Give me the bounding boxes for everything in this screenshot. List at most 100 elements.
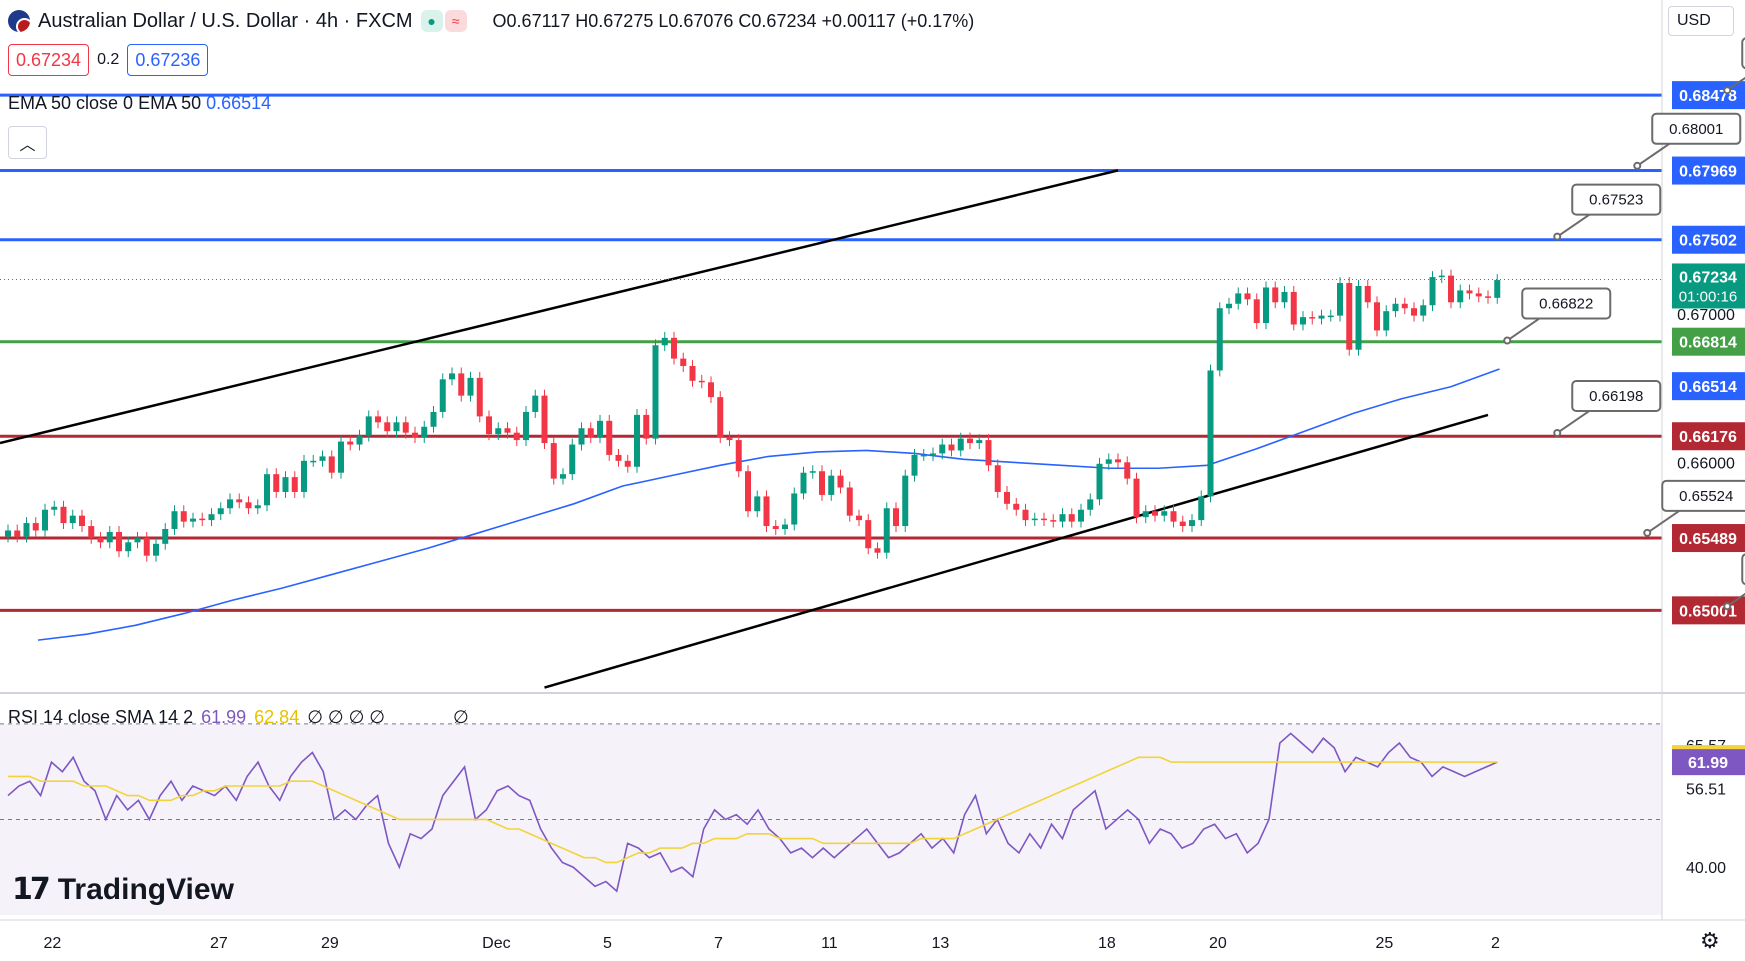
ohlc-readout: O0.67117 H0.67275 L0.67076 C0.67234 +0.0… [492, 10, 975, 31]
callout-anchor [1553, 232, 1562, 241]
candle-body [476, 377, 483, 417]
candle-body [1078, 509, 1084, 522]
candle-body [79, 515, 85, 527]
candle-body [1068, 514, 1075, 522]
candle-body [1327, 315, 1334, 318]
candle-body [236, 499, 243, 503]
candle-body [809, 471, 816, 473]
candle-body [495, 428, 502, 435]
candle-body [837, 475, 844, 488]
candle-body [449, 373, 455, 380]
buy-button[interactable]: 0.67236 [127, 44, 209, 76]
candle-body [1133, 478, 1140, 518]
tradingview-logo[interactable]: 𝟭𝟳 TradingView [12, 872, 234, 907]
candle-body [523, 411, 529, 441]
candle-body [180, 511, 187, 522]
rsi-legend[interactable]: RSI 14 close SMA 14 2 61.99 62.84 ∅ ∅ ∅ … [8, 707, 469, 728]
aud-usd-flag-icon [8, 10, 30, 32]
candle-body [1022, 509, 1029, 521]
level-tag-label: 0.66814 [1679, 335, 1737, 352]
candle-body [1383, 311, 1390, 331]
candle-body [328, 456, 335, 473]
candle-body [291, 477, 298, 492]
settings-gear-icon[interactable]: ⚙ [1700, 928, 1720, 953]
time-tick-label: 2 [1491, 935, 1500, 952]
candle-body [301, 460, 307, 492]
trade-buttons: 0.67234 0.2 0.67236 [8, 44, 209, 76]
candle-body [976, 440, 983, 444]
candle-body [310, 460, 317, 463]
ema50-line [37, 368, 1500, 641]
candle-body [1457, 290, 1464, 303]
candle-body [1337, 283, 1343, 316]
candle-body [902, 475, 909, 527]
candle-body [439, 379, 446, 412]
candle-body [116, 531, 122, 552]
bar-countdown: 01:00:16 [1679, 288, 1737, 305]
candle-body [384, 422, 391, 432]
candle-body [735, 440, 742, 472]
candle-body [994, 465, 1001, 492]
lower-channel-line [544, 413, 1489, 689]
candle-body [1448, 275, 1454, 303]
candle-body [143, 537, 150, 556]
candle-body [134, 537, 141, 543]
callout-anchor [1723, 602, 1732, 611]
candle-body [606, 420, 613, 455]
candle-body [1226, 303, 1232, 309]
candle-body [1290, 291, 1297, 325]
candle-body [1420, 305, 1427, 316]
candle-body [634, 414, 640, 467]
candle-body [865, 520, 872, 549]
rsi-value: 61.99 [201, 707, 247, 727]
time-tick-label: 20 [1209, 935, 1227, 952]
callout-box [1571, 183, 1662, 216]
candle-body [1318, 315, 1325, 319]
candle-body [791, 493, 798, 525]
time-tick-label: 18 [1098, 935, 1116, 952]
collapse-legend-button[interactable]: ︿ [8, 126, 47, 159]
candle-body [365, 416, 372, 436]
candle-body [1189, 520, 1195, 527]
upper-channel-line [0, 169, 1119, 445]
candle-body [319, 456, 326, 461]
candle-body [486, 416, 492, 435]
symbol-header: Australian Dollar / U.S. Dollar · 4h · F… [8, 6, 974, 36]
chevron-up-icon: ︿ [19, 136, 36, 154]
candle-body [14, 530, 21, 537]
candle-body [698, 380, 705, 383]
candle-body [643, 414, 650, 439]
candle-body [541, 395, 548, 444]
candle-body [356, 435, 363, 445]
time-tick-label: 5 [603, 935, 612, 952]
candle-body [560, 474, 566, 479]
level-tag [1672, 596, 1745, 625]
candle-body [245, 502, 252, 509]
candle-body [680, 358, 687, 366]
candle-body [1087, 499, 1094, 510]
symbol-title[interactable]: Australian Dollar / U.S. Dollar · 4h · F… [38, 9, 413, 32]
level-tag [1672, 327, 1745, 356]
candle-body [1198, 496, 1205, 521]
callout-label: 0.66198 [1589, 388, 1643, 405]
candle-body [375, 416, 381, 423]
candle-body [1105, 459, 1112, 464]
candle-body [1309, 317, 1316, 319]
candle-body [985, 440, 992, 466]
callout-box [1651, 112, 1742, 145]
time-tick-label: 25 [1376, 935, 1394, 952]
candle-body [1142, 511, 1149, 518]
candle-body [1355, 285, 1362, 350]
currency-selector[interactable]: USD [1668, 6, 1734, 36]
rsi-axis-label: 56.51 [1686, 781, 1726, 798]
ema-legend[interactable]: EMA 50 close 0 EMA 50 0.66514 [8, 93, 271, 114]
ema-price-tag [1672, 372, 1745, 401]
candle-body [273, 474, 280, 492]
time-tick-label: 7 [714, 935, 723, 952]
candle-body [1170, 511, 1177, 522]
candle-body [893, 508, 899, 527]
sell-button[interactable]: 0.67234 [8, 44, 90, 76]
candle-body [1179, 521, 1186, 527]
level-tag-label: 0.65001 [1679, 603, 1737, 620]
